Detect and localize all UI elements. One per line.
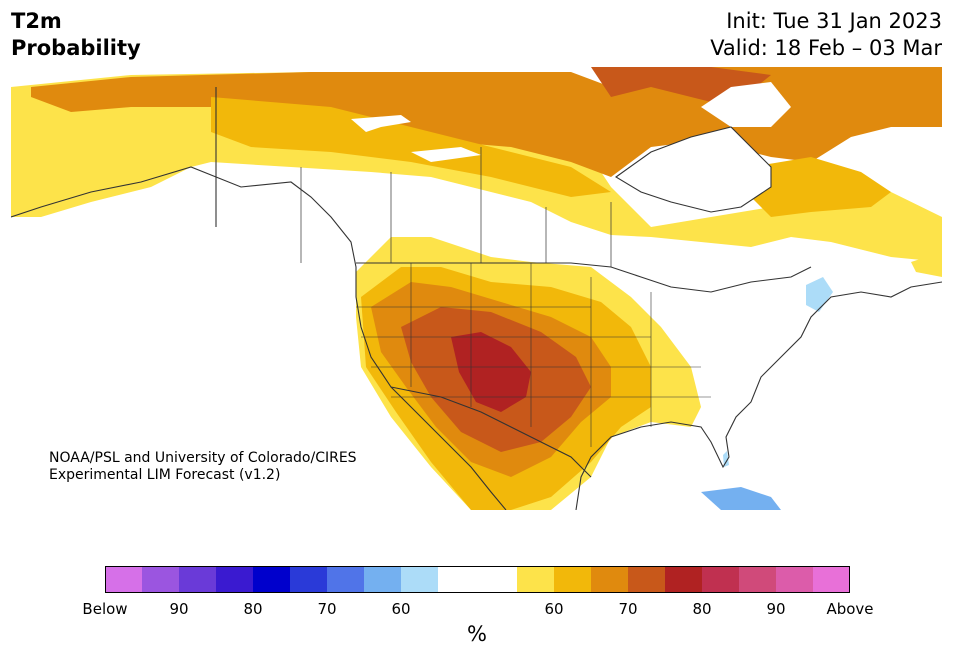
- lake-great-bear: [351, 115, 411, 132]
- credit-line-1: NOAA/PSL and University of Colorado/CIRE…: [49, 450, 357, 466]
- shade-60-below-cuba: [701, 487, 781, 510]
- colorbar-below-7: [364, 566, 401, 593]
- colorbar-above-3: [628, 566, 665, 593]
- colorbar-above-6: [739, 566, 776, 593]
- coastline-west: [11, 166, 507, 510]
- lake-great-slave: [411, 147, 481, 162]
- colorbar-above-5: [702, 566, 739, 593]
- us-canada-border: [356, 262, 812, 293]
- colorbar-above-8: [813, 566, 850, 593]
- colorbar-above-1: [554, 566, 591, 593]
- colorbar-below-8: [401, 566, 438, 593]
- arctic-water: [701, 82, 791, 127]
- valid-date: Valid: 18 Feb – 03 Mar: [710, 36, 942, 60]
- colorbar-tick-label: Below: [82, 600, 128, 618]
- colorbar-tick-label: 60: [391, 600, 411, 618]
- forecast-dates: Init: Tue 31 Jan 2023 Valid: 18 Feb – 03…: [710, 8, 942, 62]
- shade-60-below-florida: [723, 451, 729, 467]
- subtitle-label: Probability: [11, 36, 141, 60]
- credit-text: NOAA/PSL and University of Colorado/CIRE…: [49, 450, 357, 484]
- probability-shading: [11, 67, 942, 510]
- colorbar-below-1: [142, 566, 179, 593]
- colorbar: [105, 566, 850, 593]
- colorbar-unit: %: [467, 622, 487, 646]
- colorbar-below-2: [179, 566, 216, 593]
- coastline-hudson: [614, 126, 772, 213]
- colorbar-tick-label: 60: [544, 600, 564, 618]
- colorbar-tick-label: 90: [766, 600, 786, 618]
- shade-60-maritimes: [911, 252, 942, 277]
- colorbar-border: [105, 566, 850, 593]
- colorbar-tick-label: 70: [317, 600, 337, 618]
- probability-map: [11, 67, 942, 510]
- init-date: Init: Tue 31 Jan 2023: [726, 9, 942, 33]
- colorbar-tick-label: 90: [169, 600, 189, 618]
- colorbar-above-2: [591, 566, 628, 593]
- colorbar-below-5: [290, 566, 327, 593]
- colorbar-below-0: [105, 566, 142, 593]
- hudson-bay: [616, 127, 771, 212]
- colorbar-above-0: [517, 566, 554, 593]
- colorbar-above-7: [776, 566, 813, 593]
- shade-65-quebec: [751, 157, 891, 217]
- boundaries: [11, 87, 942, 510]
- colorbar-above-4: [665, 566, 702, 593]
- colorbar-tick-label: 80: [692, 600, 712, 618]
- colorbar-below-4: [253, 566, 290, 593]
- colorbar-tick-label: 70: [618, 600, 638, 618]
- colorbar-below-6: [327, 566, 364, 593]
- credit-line-2: Experimental LIM Forecast (v1.2): [49, 467, 281, 483]
- colorbar-tick-label: 80: [243, 600, 263, 618]
- colorbar-below-3: [216, 566, 253, 593]
- province-lines: [300, 147, 612, 267]
- shade-65-canada: [211, 97, 611, 197]
- map-title: T2m Probability: [11, 8, 141, 62]
- colorbar-neutral: [438, 566, 517, 593]
- variable-label: T2m: [11, 9, 62, 33]
- coastline-east: [575, 281, 942, 510]
- colorbar-tick-label: Above: [826, 600, 874, 618]
- shade-60-below-northeast: [806, 277, 833, 312]
- state-lines: [356, 263, 711, 447]
